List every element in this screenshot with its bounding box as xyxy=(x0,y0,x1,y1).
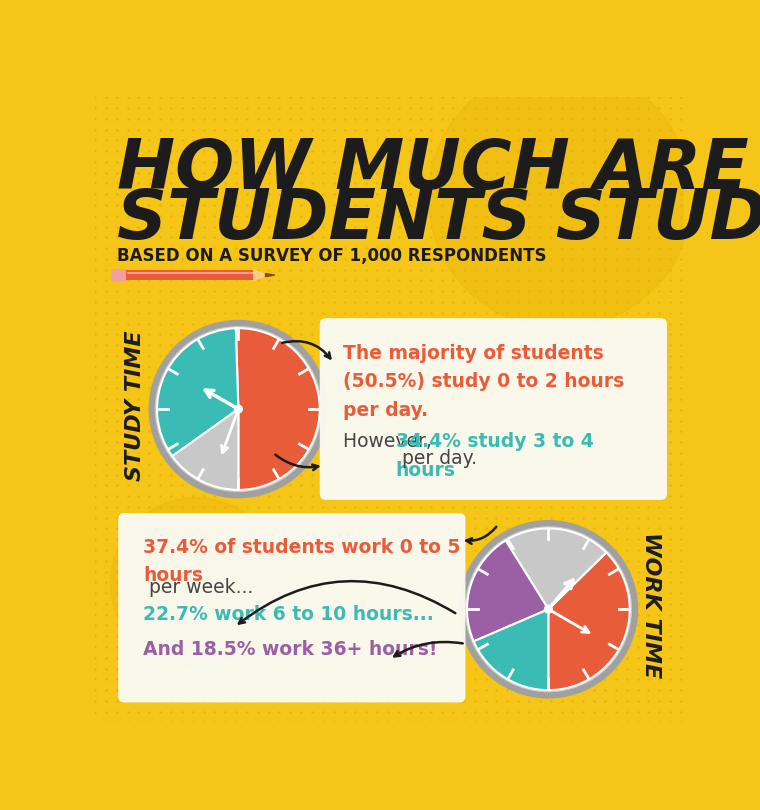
Circle shape xyxy=(156,326,321,492)
Text: 22.7% work 6 to 10 hours...: 22.7% work 6 to 10 hours... xyxy=(143,605,434,625)
Circle shape xyxy=(235,405,242,413)
Circle shape xyxy=(110,497,281,667)
Text: 37.4% of students work 0 to 5
hours: 37.4% of students work 0 to 5 hours xyxy=(143,538,461,586)
Wedge shape xyxy=(505,528,606,609)
Circle shape xyxy=(465,526,632,692)
FancyBboxPatch shape xyxy=(119,513,465,702)
Text: STUDY TIME: STUDY TIME xyxy=(125,330,145,480)
FancyBboxPatch shape xyxy=(111,269,127,281)
Polygon shape xyxy=(265,274,275,276)
Wedge shape xyxy=(467,540,549,642)
Text: WORK TIME: WORK TIME xyxy=(641,532,661,679)
Circle shape xyxy=(544,605,553,613)
Polygon shape xyxy=(254,270,267,280)
Text: 34.4% study 3 to 4
hours: 34.4% study 3 to 4 hours xyxy=(396,433,594,480)
Text: However,: However, xyxy=(343,433,438,451)
Text: The majority of students
(50.5%) study 0 to 2 hours
per day.: The majority of students (50.5%) study 0… xyxy=(343,343,624,420)
Wedge shape xyxy=(157,328,239,456)
Text: STUDENTS STUDYING?: STUDENTS STUDYING? xyxy=(117,185,760,253)
Text: HOW MUCH ARE: HOW MUCH ARE xyxy=(117,136,749,202)
FancyBboxPatch shape xyxy=(320,318,667,500)
Wedge shape xyxy=(473,609,549,690)
Bar xyxy=(126,270,254,280)
Circle shape xyxy=(149,321,328,497)
Wedge shape xyxy=(173,409,239,490)
Wedge shape xyxy=(549,552,630,690)
Text: BASED ON A SURVEY OF 1,000 RESPONDENTS: BASED ON A SURVEY OF 1,000 RESPONDENTS xyxy=(117,247,546,266)
Text: And 18.5% work 36+ hours!: And 18.5% work 36+ hours! xyxy=(143,640,438,659)
Circle shape xyxy=(459,521,638,697)
Circle shape xyxy=(428,66,692,328)
Wedge shape xyxy=(236,328,320,490)
Text: per day.: per day. xyxy=(396,449,477,468)
Text: per week...: per week... xyxy=(143,578,253,597)
